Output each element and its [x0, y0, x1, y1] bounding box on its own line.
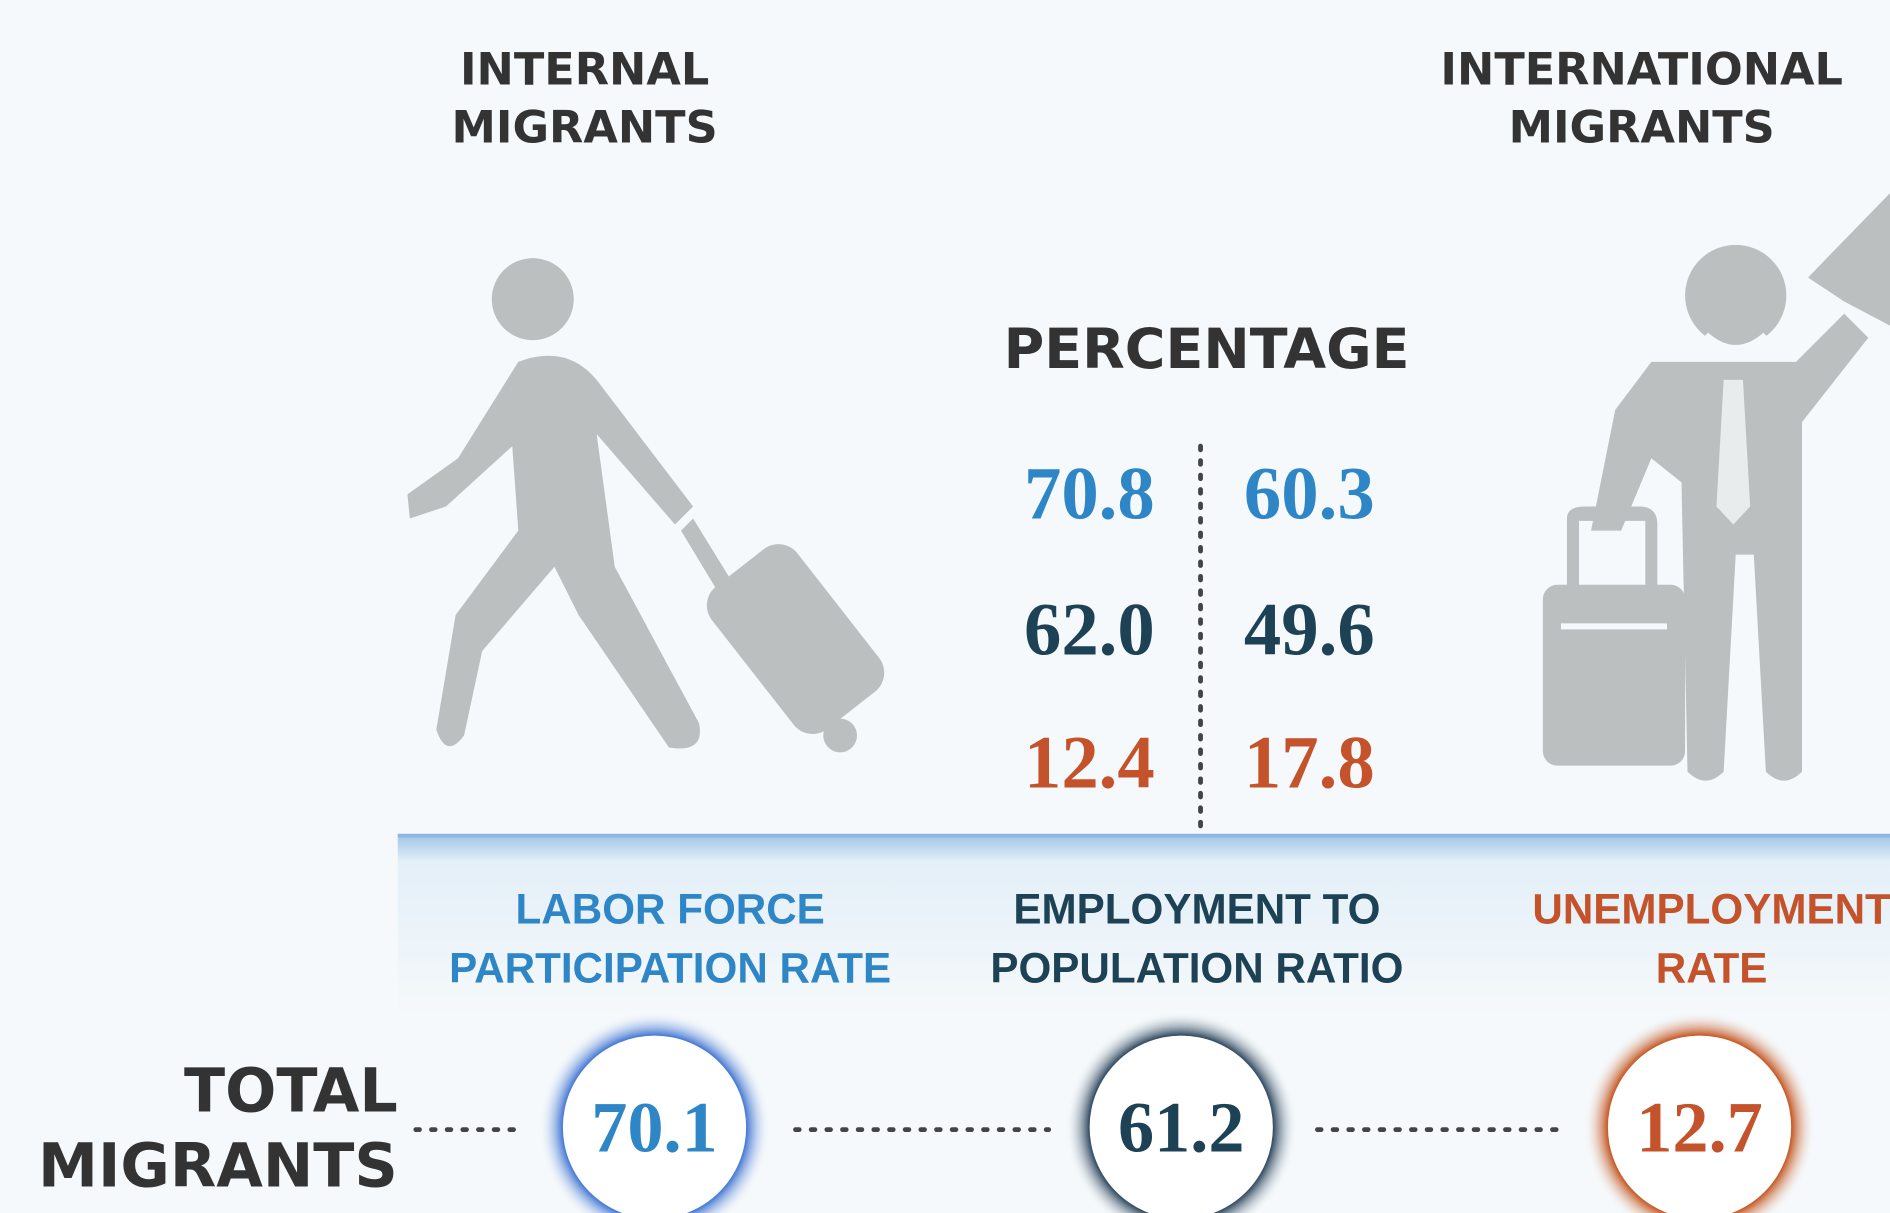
- indicator-label: EMPLOYMENT TO: [1013, 886, 1380, 933]
- international-value: 17.8: [1244, 721, 1375, 804]
- percentage-title: PERCENTAGE: [1004, 318, 1410, 382]
- indicator-total: 61.2: [1118, 1087, 1245, 1167]
- total-label: TOTAL: [184, 1057, 398, 1127]
- column-title: INTERNATIONAL: [1440, 44, 1843, 96]
- internal-value: 62.0: [1024, 589, 1155, 672]
- column-title: MIGRANTS: [452, 101, 718, 153]
- indicator-total: 70.1: [591, 1087, 718, 1167]
- indicator-total: 12.7: [1636, 1087, 1763, 1167]
- internal-value: 70.8: [1024, 453, 1155, 536]
- infographic: PERCENTAGE INTERNALMIGRANTSINTERNATIONAL…: [0, 0, 1890, 1213]
- indicator-label: UNEMPLOYMENT: [1532, 886, 1890, 933]
- international-value: 49.6: [1244, 589, 1375, 672]
- internal-value: 12.4: [1024, 721, 1155, 804]
- column-title: INTERNAL: [460, 44, 709, 96]
- international-value: 60.3: [1244, 453, 1375, 536]
- indicator-label: PARTICIPATION RATE: [449, 945, 891, 992]
- indicator-label: LABOR FORCE: [516, 886, 825, 933]
- indicator-label: RATE: [1656, 945, 1768, 992]
- indicator-label: POPULATION RATIO: [990, 945, 1403, 992]
- column-title: MIGRANTS: [1509, 101, 1775, 153]
- total-label: MIGRANTS: [38, 1131, 398, 1201]
